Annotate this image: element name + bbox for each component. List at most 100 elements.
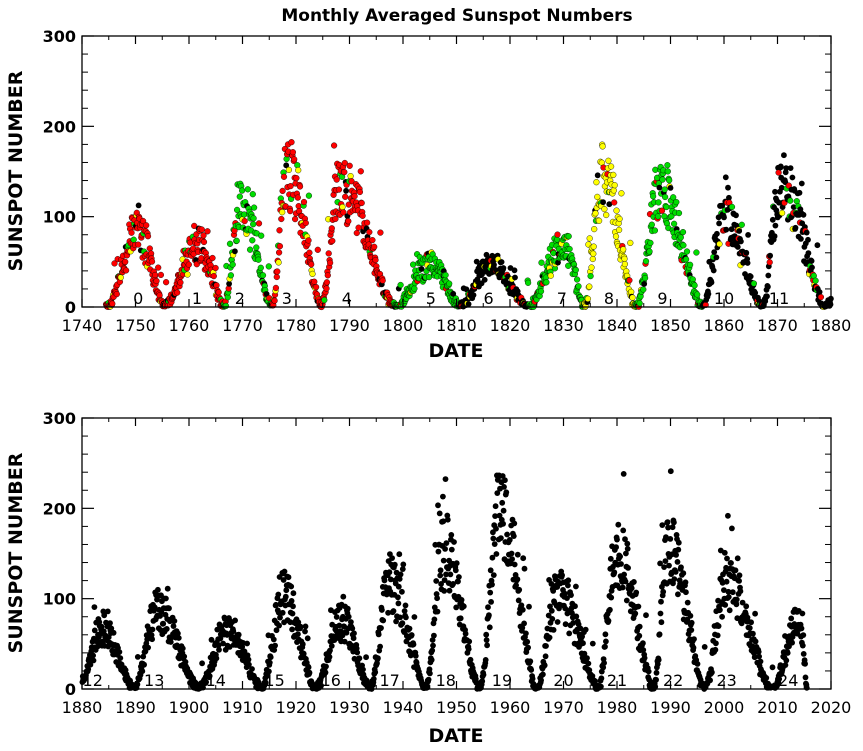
data-point [808, 258, 815, 264]
data-point [272, 284, 280, 292]
data-point [549, 616, 556, 622]
data-point [91, 604, 98, 610]
data-point [646, 248, 653, 255]
data-point [803, 684, 810, 691]
data-point [712, 646, 719, 653]
data-point [683, 589, 689, 596]
data-point [213, 282, 220, 289]
data-point [584, 295, 592, 302]
data-point [559, 572, 565, 579]
x-tick-label: 2020 [811, 698, 852, 717]
data-point [568, 592, 574, 598]
data-point [626, 277, 633, 284]
data-point [792, 224, 799, 231]
data-point [500, 507, 507, 514]
data-point [726, 607, 733, 614]
data-point [655, 657, 662, 663]
data-point [573, 276, 581, 283]
data-point [452, 567, 459, 574]
y-tick-label: 200 [43, 117, 76, 136]
data-point [288, 598, 295, 604]
data-point [713, 254, 720, 261]
x-tick-label: 1750 [115, 316, 156, 335]
data-point [498, 535, 504, 541]
data-point [719, 613, 725, 620]
data-point [623, 597, 630, 604]
data-point [592, 678, 598, 685]
data-point [177, 279, 184, 286]
data-point [232, 617, 239, 624]
data-point [289, 149, 297, 156]
data-point [664, 168, 671, 175]
data-point [275, 259, 282, 266]
data-point [610, 187, 617, 194]
data-point [656, 184, 663, 191]
data-point [440, 493, 446, 500]
data-point [666, 177, 673, 184]
data-point [325, 250, 332, 257]
data-point [632, 610, 639, 617]
top-axis-ticks [81, 35, 832, 308]
data-point [515, 597, 522, 604]
data-point [335, 186, 343, 193]
data-point [719, 202, 726, 209]
data-point [537, 288, 545, 295]
data-point [620, 471, 627, 477]
data-point [110, 629, 117, 636]
data-point [149, 626, 156, 633]
data-point [128, 229, 135, 236]
data-point [666, 562, 672, 569]
data-point [665, 524, 671, 531]
data-point [736, 228, 743, 234]
y-tick-label: 0 [65, 298, 76, 317]
data-point [204, 228, 211, 235]
data-point [163, 279, 170, 286]
data-point [733, 596, 740, 603]
data-point [732, 567, 739, 574]
data-point [633, 589, 640, 596]
data-point [340, 593, 347, 600]
data-point [709, 669, 715, 676]
data-point [658, 598, 664, 605]
data-point [625, 565, 631, 571]
data-point [590, 250, 597, 257]
data-point [273, 601, 279, 608]
data-point [519, 606, 526, 613]
bottom-axis-ticks [81, 417, 832, 690]
data-point [669, 524, 676, 531]
data-point [690, 644, 697, 651]
data-point [410, 641, 417, 648]
data-point [157, 271, 165, 279]
data-point [431, 616, 438, 623]
data-point [280, 173, 288, 180]
data-point [694, 661, 701, 667]
data-point [621, 571, 627, 578]
data-point [290, 603, 296, 610]
data-point [210, 273, 217, 280]
data-point [550, 250, 557, 257]
data-point [670, 194, 677, 201]
data-point [589, 640, 596, 647]
data-point [624, 545, 631, 552]
data-point [636, 623, 643, 630]
data-point [734, 615, 741, 622]
data-point [670, 220, 678, 227]
x-tick-label: 1920 [276, 698, 317, 717]
data-point [345, 218, 352, 225]
data-point [708, 279, 715, 286]
data-point [390, 608, 397, 614]
data-point [345, 613, 352, 620]
data-point [542, 653, 549, 660]
data-point [733, 212, 739, 219]
data-point [239, 187, 246, 194]
data-point [805, 250, 812, 256]
data-point [401, 608, 408, 614]
data-point [296, 183, 304, 190]
data-point [511, 267, 518, 274]
data-point [276, 243, 284, 250]
data-point [107, 620, 113, 626]
data-point [802, 660, 808, 667]
data-point [769, 216, 776, 223]
data-point [548, 607, 555, 614]
data-point [375, 631, 382, 638]
